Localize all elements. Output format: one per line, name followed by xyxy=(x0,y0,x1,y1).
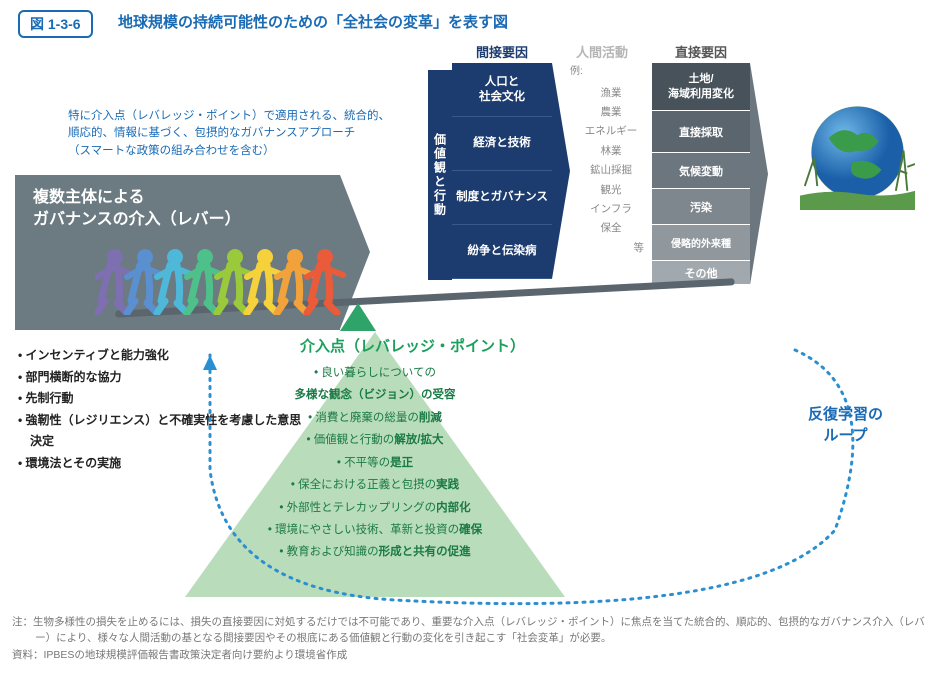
direct-drivers: 土地/ 海域利用変化 直接採取 気候変動 汚染 侵略的外来種 その他 xyxy=(652,63,750,285)
indirect-drivers: 人口と 社会文化 経済と技術 制度とガバナンス 紛争と伝染病 xyxy=(452,63,552,279)
leverage-list: • 良い暮らしについての多様な観念（ビジョン）の受容 • 消費と廃棄の総量の削減… xyxy=(225,362,525,564)
loop-label: 反復学習のループ xyxy=(808,404,883,446)
footnote: 注：生物多様性の損失を止めるには、損失の直接要因に対処するだけでは不可能であり、… xyxy=(12,614,932,663)
footnote-source: 資料：IPBESの地球規模評価報告書政策決定者向け要約より環境省作成 xyxy=(12,647,932,663)
figure-label: 図 1-3-6 xyxy=(18,10,93,38)
header-indirect: 間接要因 xyxy=(452,42,552,61)
activity-item: 保全 xyxy=(570,219,652,238)
lever-title-l2: ガバナンスの介入（レバー） xyxy=(33,209,322,231)
values-behavior-tab: 価値観と行動 xyxy=(428,70,452,280)
direct-row: 侵略的外来種 xyxy=(652,225,750,261)
activity-item: インフラ xyxy=(570,200,652,219)
indirect-row: 人口と 社会文化 xyxy=(452,63,552,117)
direct-row: 土地/ 海域利用変化 xyxy=(652,63,750,111)
indirect-row: 紛争と伝染病 xyxy=(452,225,552,279)
activity-item: 農業 xyxy=(570,103,652,122)
activity-item: エネルギー xyxy=(570,122,652,141)
approach-l3: （スマートな政策の組み合わせを含む） xyxy=(68,143,390,160)
header-activity: 人間活動 xyxy=(552,42,652,61)
indirect-row: 経済と技術 xyxy=(452,117,552,171)
leverage-title: 介入点（レバレッジ・ポイント） xyxy=(300,335,525,356)
direct-row: 気候変動 xyxy=(652,153,750,189)
human-activity: 例: 漁業 農業 エネルギー 林業 鉱山採掘 観光 インフラ 保全 等 xyxy=(570,63,652,258)
figure-title: 地球規模の持続可能性のための「全社会の変革」を表す図 xyxy=(118,11,508,32)
header-direct: 直接要因 xyxy=(652,42,750,61)
direct-row: 直接採取 xyxy=(652,111,750,153)
activity-item: 観光 xyxy=(570,181,652,200)
lever-title-l1: 複数主体による xyxy=(33,187,322,209)
activity-etc: 等 xyxy=(570,239,652,258)
activity-example-label: 例: xyxy=(570,63,652,82)
approach-note: 特に介入点（レバレッジ・ポイント）で適用される、統合的、 順応的、情報に基づく、… xyxy=(68,108,390,160)
indirect-row: 制度とガバナンス xyxy=(452,171,552,225)
approach-l2: 順応的、情報に基づく、包摂的なガバナンスアプローチ xyxy=(68,125,390,142)
globe-icon xyxy=(800,95,915,210)
activity-item: 鉱山採掘 xyxy=(570,161,652,180)
people-icon xyxy=(95,243,355,315)
activity-item: 林業 xyxy=(570,142,652,161)
direct-row: 汚染 xyxy=(652,189,750,225)
activity-item: 漁業 xyxy=(570,84,652,103)
column-headers: 間接要因 人間活動 直接要因 xyxy=(452,42,750,61)
footnote-note: 注：生物多様性の損失を止めるには、損失の直接要因に対処するだけでは不可能であり、… xyxy=(12,614,932,647)
approach-l1: 特に介入点（レバレッジ・ポイント）で適用される、統合的、 xyxy=(68,108,390,125)
